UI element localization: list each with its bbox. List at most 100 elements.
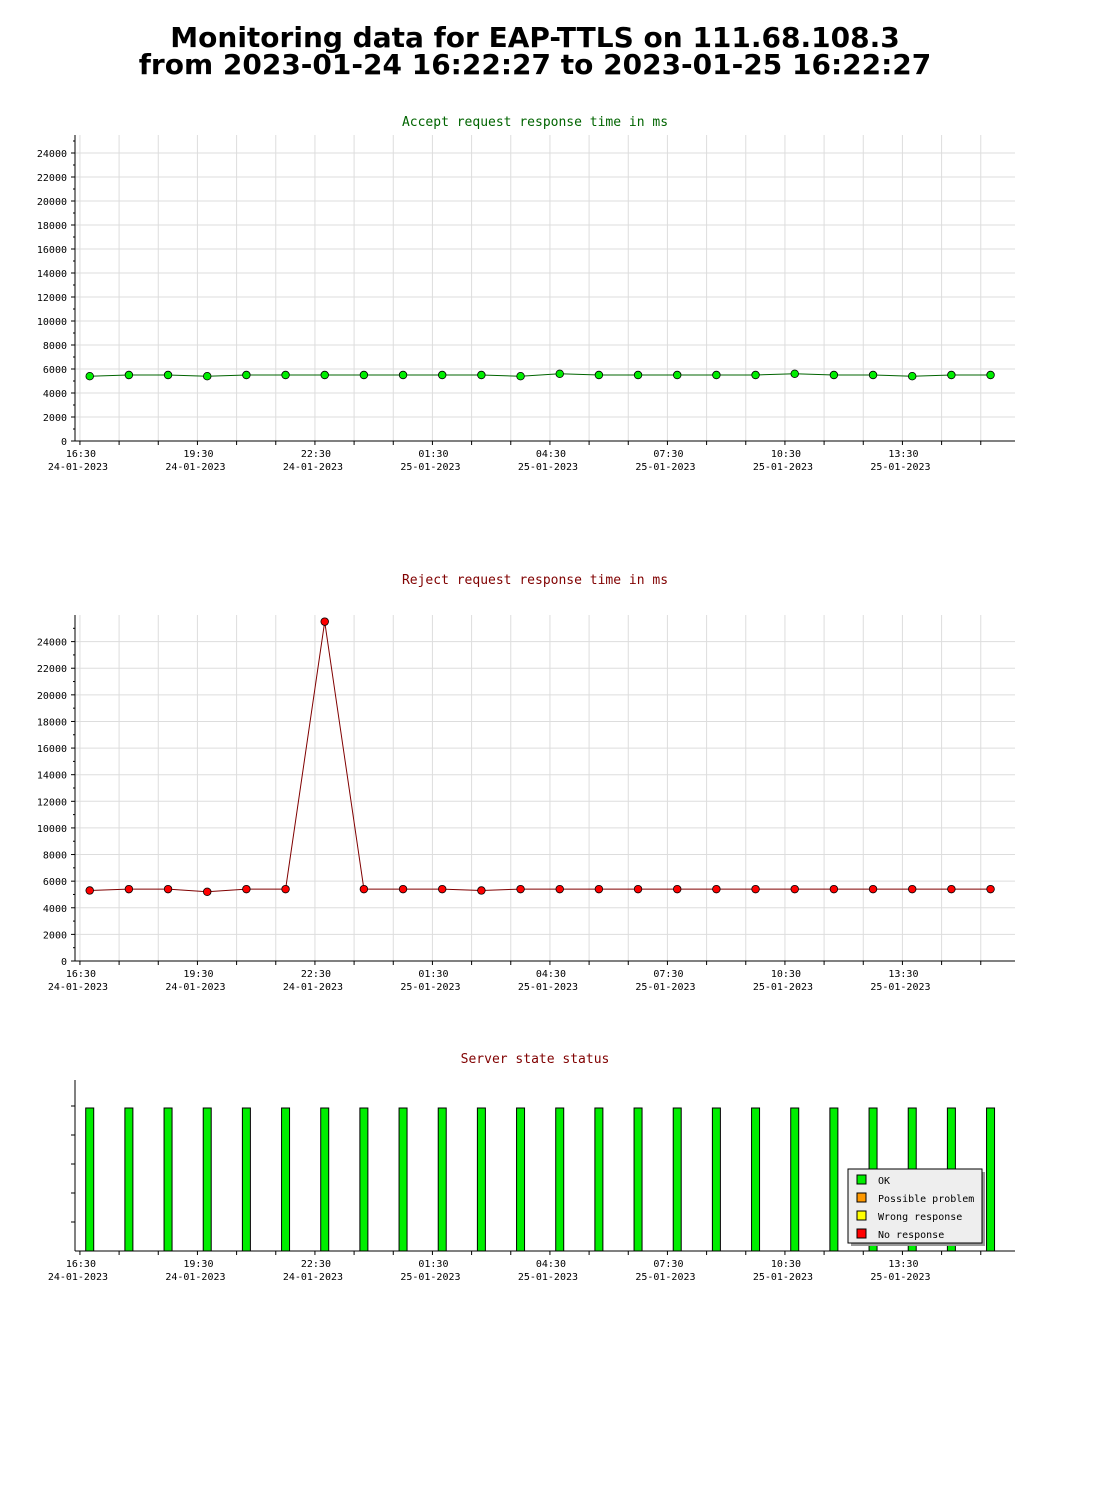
accept-data-point	[790, 369, 799, 378]
reject-y-tick-label: 24000	[37, 638, 67, 649]
accept-data-point	[673, 370, 682, 380]
accept-x-tick-time: 01:30	[418, 449, 448, 460]
accept-data-point	[555, 369, 564, 378]
reject-data-point	[163, 884, 173, 894]
status-x-tick-time: 01:30	[418, 1259, 448, 1270]
accept-y-tick-label: 2000	[43, 413, 67, 424]
accept-data-point	[242, 370, 251, 380]
status-bar	[202, 1107, 212, 1252]
status-legend	[847, 1168, 983, 1244]
accept-x-tick-date: 25-01-2023	[635, 462, 695, 473]
legend-swatch	[856, 1210, 867, 1221]
accept-data-point	[712, 370, 721, 380]
reject-x-tick-time: 16:30	[66, 969, 96, 980]
legend-label: Wrong response	[878, 1212, 962, 1223]
reject-x-tick-time: 13:30	[888, 969, 918, 980]
accept-x-tick-date: 24-01-2023	[48, 462, 108, 473]
reject-x-tick-date: 24-01-2023	[48, 982, 108, 993]
accept-x-tick-date: 24-01-2023	[165, 462, 225, 473]
accept-data-point	[203, 372, 212, 381]
reject-series-line	[89, 621, 991, 893]
accept-x-tick-date: 25-01-2023	[870, 462, 930, 473]
accept-data-point	[829, 370, 839, 380]
reject-data-point	[85, 886, 94, 895]
status-x-tick-time: 19:30	[183, 1259, 213, 1270]
status-bar	[633, 1107, 643, 1252]
reject-data-point	[751, 884, 760, 894]
accept-data-point	[85, 372, 94, 381]
status-chart: 16:30 24-01-2023 19:30 24-01-2023 22:30 24-01…	[48, 1080, 1015, 1283]
reject-y-tick-label: 10000	[37, 824, 67, 835]
reject-data-point	[712, 884, 721, 894]
status-bar	[163, 1107, 173, 1252]
status-x-tick-date: 24-01-2023	[283, 1272, 343, 1283]
reject-data-point	[829, 884, 839, 894]
legend-swatch	[856, 1228, 867, 1239]
accept-chart-title: Accept request response time in ms	[402, 115, 668, 130]
reject-x-tick-time: 01:30	[418, 969, 448, 980]
status-bar	[516, 1107, 526, 1252]
reject-data-point	[633, 884, 643, 894]
status-x-tick-date: 25-01-2023	[753, 1272, 813, 1283]
accept-x-tick-time: 13:30	[888, 449, 918, 460]
reject-data-point	[908, 884, 917, 894]
accept-y-tick-label: 12000	[37, 293, 67, 304]
status-x-tick-date: 24-01-2023	[165, 1272, 225, 1283]
status-bar	[398, 1107, 408, 1252]
reject-chart-title: Reject request response time in ms	[402, 573, 668, 588]
status-bar	[437, 1107, 447, 1252]
accept-y-tick-label: 8000	[43, 341, 67, 352]
reject-y-tick-label: 12000	[37, 797, 67, 808]
accept-data-point	[477, 370, 486, 380]
reject-data-point	[438, 884, 447, 894]
status-x-tick-date: 25-01-2023	[635, 1272, 695, 1283]
reject-y-tick-label: 0	[61, 957, 67, 968]
status-bar	[281, 1107, 291, 1252]
accept-data-point	[594, 370, 604, 380]
reject-y-tick-label: 20000	[37, 691, 67, 702]
reject-data-point	[555, 884, 564, 894]
accept-data-point	[908, 372, 917, 381]
status-bar	[320, 1107, 330, 1252]
status-bar	[124, 1107, 134, 1252]
accept-x-tick-time: 10:30	[771, 449, 801, 460]
reject-y-tick-label: 16000	[37, 744, 67, 755]
reject-y-tick-label: 4000	[43, 904, 67, 915]
legend-swatch	[856, 1174, 867, 1185]
accept-series-line	[89, 373, 991, 377]
accept-x-tick-date: 25-01-2023	[518, 462, 578, 473]
accept-x-tick-date: 25-01-2023	[400, 462, 460, 473]
accept-data-point	[281, 370, 290, 380]
status-chart-title: Server state status	[461, 1052, 610, 1067]
status-bar	[241, 1107, 251, 1252]
reject-data-point	[398, 884, 408, 894]
accept-data-point	[124, 370, 134, 380]
reject-x-tick-time: 19:30	[183, 969, 213, 980]
legend-label: No response	[878, 1230, 944, 1241]
accept-y-tick-label: 0	[61, 437, 67, 448]
status-bar	[476, 1107, 486, 1252]
title-line-2: from 2023-01-24 16:22:27 to 2023-01-25 1…	[138, 48, 932, 81]
status-x-tick-time: 16:30	[66, 1259, 96, 1270]
status-bar	[829, 1107, 839, 1252]
reject-data-point	[359, 884, 369, 894]
status-bar	[986, 1107, 996, 1252]
reject-y-tick-label: 6000	[43, 877, 67, 888]
legend-swatch	[856, 1192, 867, 1203]
accept-x-tick-time: 07:30	[653, 449, 683, 460]
accept-data-point	[751, 370, 760, 380]
reject-y-tick-label: 18000	[37, 717, 67, 728]
status-bar	[359, 1107, 369, 1252]
reject-x-tick-date: 25-01-2023	[753, 982, 813, 993]
reject-y-tick-label: 2000	[43, 930, 67, 941]
reject-x-tick-time: 07:30	[653, 969, 683, 980]
accept-x-tick-date: 24-01-2023	[283, 462, 343, 473]
reject-x-tick-time: 04:30	[536, 969, 566, 980]
accept-x-tick-time: 04:30	[536, 449, 566, 460]
reject-data-point	[281, 884, 290, 894]
reject-y-tick-label: 14000	[37, 771, 67, 782]
status-bar	[751, 1107, 761, 1252]
status-x-tick-date: 25-01-2023	[870, 1272, 930, 1283]
reject-data-point	[673, 884, 682, 894]
status-bar	[711, 1107, 721, 1252]
